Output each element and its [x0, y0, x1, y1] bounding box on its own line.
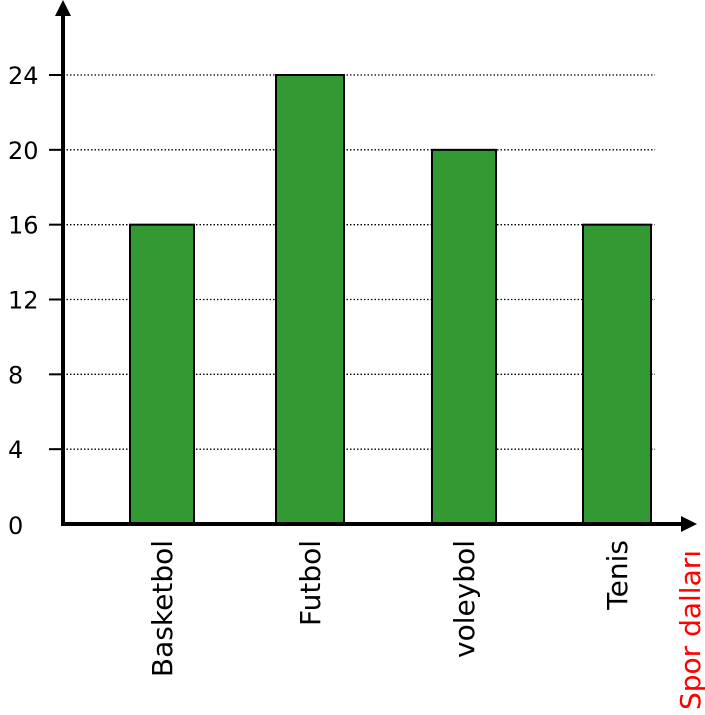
bars: [129, 74, 652, 526]
x-category-labels: Basketbol Futbol voleybol Tenis: [146, 540, 634, 677]
y-tick-label: 20: [8, 137, 39, 165]
x-category-label: Futbol: [294, 540, 327, 626]
y-axis-arrow: [55, 0, 71, 16]
y-tick-label: 4: [8, 436, 23, 464]
axes: [55, 0, 697, 532]
y-tick-label: 16: [8, 212, 39, 240]
bar-voleybol: [431, 148, 497, 525]
y-tick-label: 24: [8, 62, 39, 90]
bar-futbol: [275, 74, 345, 525]
x-category-label: Basketbol: [146, 540, 179, 677]
y-ticks: 0 4 8 12 16 20 24: [8, 62, 63, 540]
bar-basketbol: [129, 223, 195, 526]
bar-tenis: [582, 223, 652, 526]
y-tick-label: 12: [8, 287, 39, 315]
x-category-label: Tenis: [601, 540, 634, 611]
x-axis-arrow: [681, 516, 697, 532]
x-axis-title: Spor dalları: [674, 550, 705, 710]
x-category-label: voleybol: [448, 540, 481, 658]
y-tick-label: 8: [8, 361, 23, 389]
y-tick-label: 0: [8, 512, 23, 540]
